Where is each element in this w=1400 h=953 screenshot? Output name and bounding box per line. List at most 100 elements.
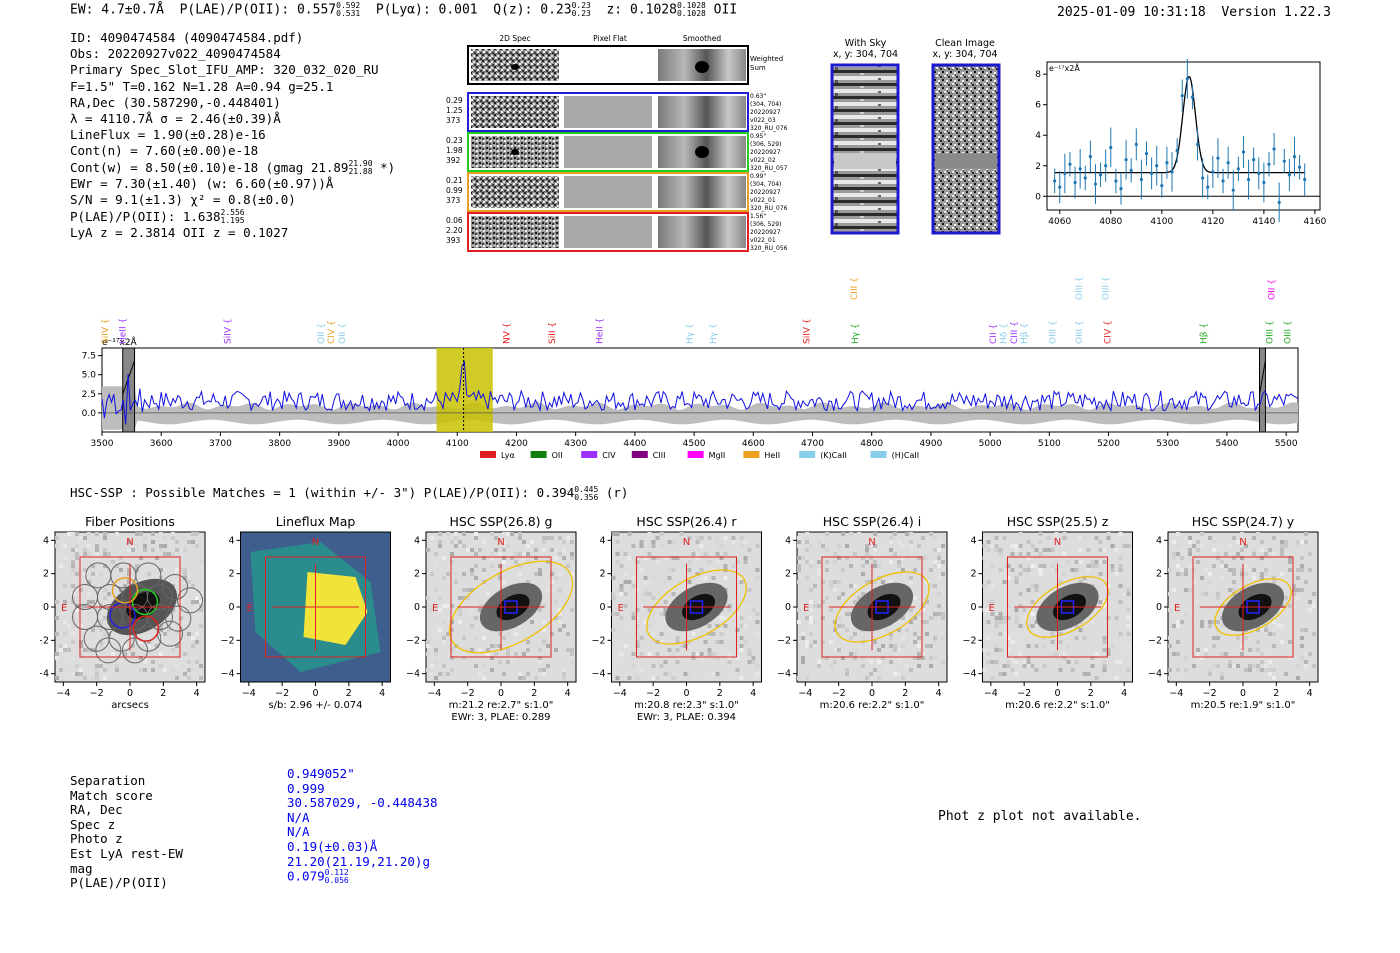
stamp-ytick-label: −2 bbox=[220, 635, 234, 646]
stamp-noise-pixel bbox=[755, 672, 760, 676]
stamp-noise-pixel bbox=[817, 592, 821, 596]
stamp-noise-pixel bbox=[71, 560, 75, 564]
line-marker: HeII { bbox=[119, 318, 129, 344]
stamp-noise-pixel bbox=[723, 564, 728, 568]
stamp-noise-pixel bbox=[498, 540, 502, 544]
stamp-noise-pixel bbox=[897, 540, 901, 544]
spectrum-mask-hatch bbox=[1259, 360, 1266, 395]
line-marker: Hβ { bbox=[1199, 323, 1209, 344]
stamp-noise-pixel bbox=[450, 648, 454, 652]
stamp-noise-pixel bbox=[933, 640, 937, 644]
stamp-noise-pixel bbox=[83, 552, 87, 556]
stamp-noise-pixel bbox=[1014, 580, 1019, 584]
stamp-noise-pixel bbox=[498, 552, 502, 556]
stamp-noise-pixel bbox=[715, 536, 720, 540]
stamp-noise-pixel bbox=[79, 536, 83, 540]
stamp-noise-pixel bbox=[1300, 628, 1304, 632]
zoom-ytick-label: 8 bbox=[1035, 70, 1041, 80]
stamp-noise-pixel bbox=[1232, 580, 1236, 584]
stamp-noise-pixel bbox=[731, 672, 736, 676]
stamp-noise-pixel bbox=[191, 644, 195, 648]
stamp-noise-pixel bbox=[183, 648, 187, 652]
stamp-noise-pixel bbox=[1066, 644, 1071, 648]
stamp-noise-pixel bbox=[869, 556, 873, 560]
stamp-noise-pixel bbox=[1018, 552, 1023, 556]
stamp-noise-pixel bbox=[79, 556, 83, 560]
cutout-right-label: (306, 529) bbox=[750, 141, 781, 148]
stamp-noise-pixel bbox=[821, 600, 825, 604]
stamp-noise-pixel bbox=[1106, 532, 1111, 536]
zoom-data-point bbox=[1160, 183, 1164, 188]
stamp-title: HSC SSP(25.5) z bbox=[1007, 514, 1109, 529]
stamp-noise-pixel bbox=[1054, 652, 1059, 656]
stamp-noise-pixel bbox=[458, 596, 462, 600]
header-plae-lo: 0.531 bbox=[336, 9, 361, 18]
stamp-noise-pixel bbox=[1042, 660, 1047, 664]
stamp-noise-pixel bbox=[446, 672, 450, 676]
stamp-noise-pixel bbox=[893, 544, 897, 548]
stamp-noise-pixel bbox=[909, 608, 913, 612]
zoom-data-point bbox=[1241, 150, 1246, 154]
stamp-noise-pixel bbox=[103, 532, 107, 536]
stamp-noise-pixel bbox=[426, 644, 430, 648]
stamp-noise-pixel bbox=[611, 612, 616, 616]
zoom-data-point bbox=[1185, 77, 1189, 81]
stamp-noise-pixel bbox=[1022, 560, 1027, 564]
spectrum-xtick-label: 4900 bbox=[919, 439, 942, 449]
stamp-noise-pixel bbox=[805, 548, 809, 552]
stamp-noise-pixel bbox=[554, 584, 558, 588]
stamp-noise-pixel bbox=[631, 652, 636, 656]
stamp-noise-pixel bbox=[885, 664, 889, 668]
stamp-noise-pixel bbox=[715, 560, 720, 564]
stamp-noise-pixel bbox=[462, 572, 466, 576]
stamp-noise-pixel bbox=[191, 532, 195, 536]
stamp-noise-pixel bbox=[873, 560, 877, 564]
stamp-noise-pixel bbox=[123, 644, 127, 648]
stamp-noise-pixel bbox=[1300, 540, 1304, 544]
stamp-xtick-label: 2 bbox=[1088, 688, 1094, 699]
stamp-noise-pixel bbox=[873, 548, 877, 552]
stamp-noise-pixel bbox=[751, 656, 756, 660]
stamp-ytick-label: −2 bbox=[40, 635, 49, 646]
stamp-noise-pixel bbox=[1252, 536, 1256, 540]
stamp-noise-pixel bbox=[1184, 656, 1188, 660]
stamp-noise-pixel bbox=[55, 632, 59, 636]
stamp-noise-pixel bbox=[434, 624, 438, 628]
stamp-noise-pixel bbox=[75, 588, 79, 592]
stamp-ytick-label: 4 bbox=[228, 535, 234, 546]
stamp-noise-pixel bbox=[1240, 588, 1244, 592]
stamp-xtick-label: 0 bbox=[1054, 688, 1060, 699]
stamp-noise-pixel bbox=[881, 644, 885, 648]
stamp-noise-pixel bbox=[143, 548, 147, 552]
cutout-smoothed bbox=[658, 216, 746, 248]
stamp-noise-pixel bbox=[1204, 648, 1208, 652]
stamp-noise-pixel bbox=[87, 592, 91, 596]
stamp-noise-pixel bbox=[1102, 660, 1107, 664]
stamp-noise-pixel bbox=[1168, 644, 1172, 648]
stamp-noise-pixel bbox=[873, 544, 877, 548]
stamp-noise-pixel bbox=[853, 584, 857, 588]
stamp-noise-pixel bbox=[635, 640, 640, 644]
stamp-ytick-label: −2 bbox=[1148, 635, 1162, 646]
stamp-noise-pixel bbox=[905, 628, 909, 632]
stamp-noise-pixel bbox=[1026, 664, 1031, 668]
info-lineflux: LineFlux = 1.90(±0.28)e-16 bbox=[70, 127, 266, 143]
stamp-noise-pixel bbox=[691, 540, 696, 544]
stamp-noise-pixel bbox=[1010, 640, 1015, 644]
stamp-noise-pixel bbox=[829, 608, 833, 612]
zoom-data-point bbox=[1088, 154, 1092, 159]
stamp-noise-pixel bbox=[470, 608, 474, 612]
stamp-noise-pixel bbox=[797, 540, 801, 544]
stamp-noise-pixel bbox=[450, 540, 454, 544]
fiber-circle bbox=[95, 637, 122, 664]
stamp-noise-pixel bbox=[671, 556, 676, 560]
stamp-noise-pixel bbox=[1236, 636, 1240, 640]
stamp-xtick-label: 4 bbox=[1307, 688, 1313, 699]
stamp-noise-pixel bbox=[195, 596, 199, 600]
stamp-noise-pixel bbox=[438, 636, 442, 640]
stamp-noise-pixel bbox=[470, 648, 474, 652]
stamp-noise-pixel bbox=[1030, 572, 1035, 576]
stamp-noise-pixel bbox=[83, 604, 87, 608]
stamp-noise-pixel bbox=[1292, 592, 1296, 596]
stamp-ytick-label: 4 bbox=[1156, 535, 1162, 546]
